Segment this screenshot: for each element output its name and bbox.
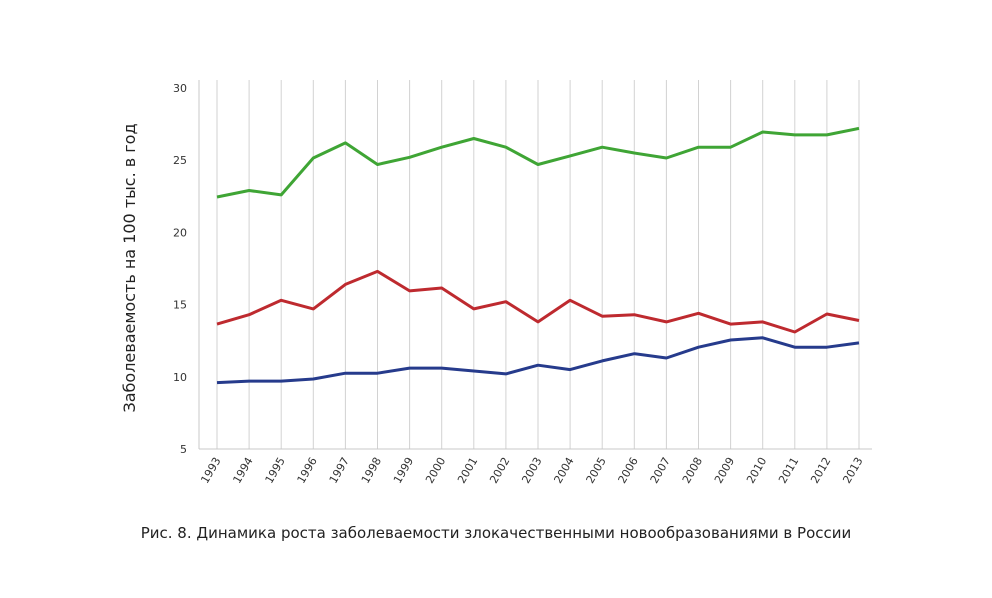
x-tick-label: 2013 <box>840 455 865 486</box>
x-tick-label: 2007 <box>648 455 673 486</box>
y-axis-label: Заболеваемость на 100 тыс. в год <box>120 123 139 412</box>
x-tick-labels: 1993 1994 1995 1996 1997 1998 1999 2000 2001 2002… <box>198 455 865 486</box>
y-tick-label: 20 <box>173 226 187 239</box>
x-tick-label: 1995 <box>263 455 288 486</box>
line-chart: 5 10 15 20 25 30 1993 1994 1995 1996 1997 1998 1999… <box>120 80 872 486</box>
x-tick-label: 1993 <box>198 455 223 486</box>
x-tick-label: 1997 <box>327 455 352 486</box>
x-tick-label: 2011 <box>776 455 801 486</box>
series-lines <box>216 126 860 385</box>
y-tick-label: 10 <box>173 371 187 384</box>
y-tick-labels: 5 10 15 20 25 30 <box>173 82 187 456</box>
gridlines <box>216 80 860 449</box>
y-tick-label: 25 <box>173 154 187 167</box>
x-tick-label: 2012 <box>808 455 833 486</box>
x-tick-label: 1999 <box>391 455 416 486</box>
y-tick-label: 30 <box>173 82 187 95</box>
y-tick-label: 15 <box>173 299 187 312</box>
x-tick-label: 2008 <box>680 455 705 486</box>
x-tick-label: 2006 <box>616 455 641 486</box>
y-tick-label: 5 <box>180 443 187 456</box>
x-tick-label: 2004 <box>551 455 576 486</box>
x-tick-label: 2009 <box>712 455 737 486</box>
x-tick-label: 2003 <box>519 455 544 486</box>
x-tick-label: 2001 <box>455 455 480 486</box>
x-tick-label: 1996 <box>295 455 320 486</box>
x-tick-label: 2000 <box>423 455 448 486</box>
x-tick-label: 2005 <box>584 455 609 486</box>
x-tick-label: 1994 <box>230 455 255 486</box>
x-tick-label: 1998 <box>359 455 384 486</box>
x-tick-label: 2002 <box>487 455 512 486</box>
x-tick-label: 2010 <box>744 455 769 486</box>
figure-caption: Рис. 8. Динамика роста заболеваемости зл… <box>140 524 852 542</box>
